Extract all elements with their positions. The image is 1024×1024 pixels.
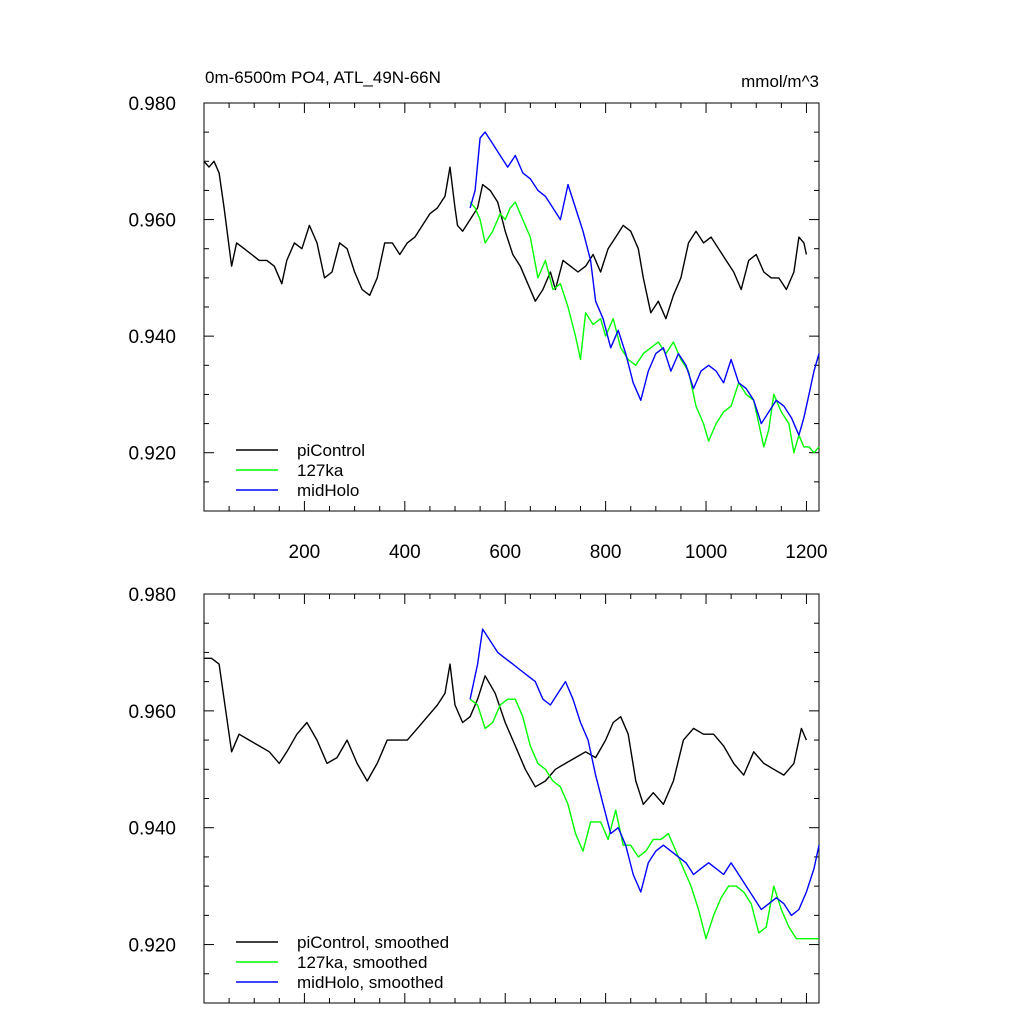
legend-label: 127ka	[297, 461, 344, 480]
legend-label: piControl	[297, 441, 365, 460]
legend-label: piControl, smoothed	[297, 933, 449, 952]
y-tick-label: 0.920	[128, 936, 176, 957]
legend-label: 127ka, smoothed	[297, 953, 427, 972]
y-tick-label: 0.960	[128, 702, 176, 723]
x-tick-label: 1200	[785, 542, 827, 563]
x-tick-label: 600	[489, 542, 521, 563]
units-label: mmol/m^3	[741, 72, 819, 91]
y-tick-label: 0.940	[128, 819, 176, 840]
series-line-127ka	[469, 698, 819, 940]
series-line-midholo	[469, 131, 820, 436]
y-tick-label: 0.940	[128, 327, 176, 348]
legend-label: midHolo, smoothed	[297, 973, 443, 992]
series-line-127ka	[469, 201, 820, 454]
series-line-picontrol	[204, 657, 808, 805]
series-line-midholo	[469, 628, 820, 917]
y-tick-label: 0.960	[128, 211, 176, 232]
x-tick-label: 200	[289, 542, 321, 563]
x-tick-label: 800	[590, 542, 622, 563]
series-line-picontrol	[203, 160, 808, 320]
top-panel: 0m-6500m PO4, ATL_49N-66N mmol/m^3 0.920…	[128, 68, 827, 563]
bottom-panel: 0.920 0.940 0.960 0.980 piControl, smoothed1…	[128, 585, 820, 1004]
x-tick-label: 1000	[685, 542, 727, 563]
legend-label: midHolo	[297, 481, 359, 500]
x-tick-label: 400	[389, 542, 421, 563]
y-tick-label: 0.920	[128, 444, 176, 465]
y-tick-label: 0.980	[128, 585, 176, 606]
chart-title: 0m-6500m PO4, ATL_49N-66N	[205, 68, 441, 87]
y-tick-label: 0.980	[128, 94, 176, 115]
